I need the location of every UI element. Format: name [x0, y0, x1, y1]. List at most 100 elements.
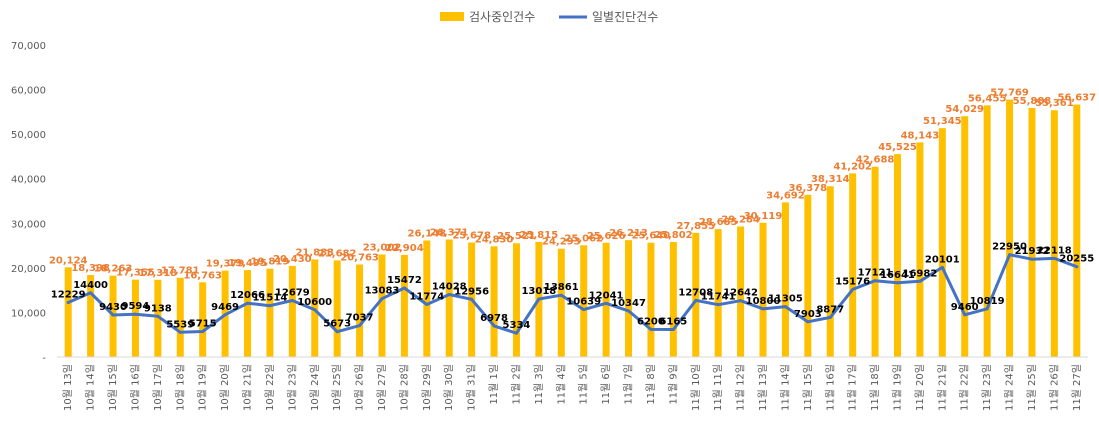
x-tick-label: 11월 12일 [735, 364, 747, 411]
bar-value-label: 26,148 [408, 228, 447, 239]
y-axis: - 10,000 20,000 30,000 40,000 50,000 60,000 70,… [11, 41, 46, 364]
line-point [111, 313, 115, 317]
line-point [783, 305, 787, 309]
line-value-label: 9430 [99, 302, 127, 313]
x-tick-label: 11월 3일 [533, 364, 545, 405]
bar-value-label: 30,119 [744, 211, 783, 222]
bar [625, 240, 633, 357]
bar [1006, 99, 1014, 357]
bar-value-label: 38,314 [811, 174, 850, 185]
x-tick-label: 11월 19일 [891, 364, 903, 411]
line-point [694, 298, 698, 302]
bar-value-label: 25,640 [632, 231, 671, 242]
line-value-label: 12066 [230, 290, 265, 301]
line-point [1030, 257, 1034, 261]
bar-value-label: 21,883 [295, 247, 334, 258]
line-value-label: 10819 [970, 296, 1005, 307]
bar-value-label: 56,455 [968, 93, 1007, 104]
x-tick-label: 11월 25일 [1026, 364, 1038, 411]
line-value-label: 13083 [365, 286, 400, 297]
bar-series [64, 99, 1081, 358]
line-point [716, 303, 720, 307]
y-tick-label: 50,000 [11, 130, 46, 141]
line-point [1052, 256, 1056, 260]
bar-value-label: 20,430 [273, 254, 312, 265]
line-value-label: 10800 [746, 296, 781, 307]
bar [781, 202, 789, 357]
x-tick-label: 11월 23일 [981, 364, 993, 411]
x-tick-label: 11월 14일 [779, 364, 791, 411]
line-point [1075, 265, 1079, 269]
bar-value-label: 26,213 [609, 228, 648, 239]
bar-value-label: 17,781 [161, 266, 200, 277]
y-tick-label: 60,000 [11, 86, 46, 97]
line-point [582, 308, 586, 312]
line-point [895, 281, 899, 285]
bar-value-label: 18,398 [71, 263, 110, 274]
line-point [178, 330, 182, 334]
x-axis: 10월 13일 10월 14일 10월 15일 10월 16일 10월 17일 10월 1… [57, 356, 1088, 411]
x-tick-label: 11월 1일 [488, 364, 500, 405]
line-value-label: 12679 [275, 287, 310, 298]
line-value-label: 12642 [723, 288, 758, 299]
bar [871, 166, 879, 357]
bar-value-label: 25,062 [564, 233, 603, 244]
x-tick-label: 10월 29일 [421, 364, 433, 411]
line-value-label: 12708 [678, 287, 713, 298]
line-value-label: 7903 [794, 309, 822, 320]
bar [557, 248, 565, 357]
bar [849, 173, 857, 357]
bar [154, 279, 162, 357]
x-tick-label: 10월 14일 [85, 364, 97, 411]
line-value-label: 9460 [951, 302, 979, 313]
line-series [66, 253, 1079, 335]
line-value-label: 13018 [521, 286, 556, 297]
line-value-label: 12229 [51, 289, 86, 300]
bar-value-label: 17,318 [139, 268, 178, 279]
x-tick-label: 11월 13일 [757, 364, 769, 411]
y-tick-label: 20,000 [11, 264, 46, 275]
bar-value-label: 41,202 [833, 161, 872, 172]
bar [1073, 104, 1081, 358]
line-value-label: 22118 [1037, 245, 1072, 256]
x-tick-label: 11월 4일 [555, 364, 567, 405]
bar-value-label: 48,143 [901, 130, 940, 141]
bar [176, 277, 184, 357]
line-value-label: 9138 [144, 303, 172, 314]
line-point [402, 286, 406, 290]
bar [87, 274, 95, 357]
bar [445, 239, 453, 357]
bar [244, 270, 252, 357]
line-point [985, 307, 989, 311]
line-value-label: 11514 [253, 293, 288, 304]
x-tick-label: 10월 26일 [354, 364, 366, 411]
line-value-label: 11774 [409, 292, 444, 303]
bar-value-label: 45,525 [878, 142, 917, 153]
x-tick-label: 10월 20일 [219, 364, 231, 411]
bar [356, 264, 364, 357]
line-point [156, 314, 160, 318]
line-value-label: 5334 [503, 320, 531, 331]
line-point [739, 299, 743, 303]
line-value-label: 11305 [768, 294, 803, 305]
bar-value-label: 19,379 [206, 259, 245, 270]
line-point [425, 303, 429, 307]
bar-value-label: 54,029 [945, 104, 984, 115]
line-value-label: 15176 [835, 276, 870, 287]
line-point [492, 324, 496, 328]
x-tick-label: 10월 15일 [107, 364, 119, 411]
y-tick-label: - [42, 353, 46, 364]
x-tick-label: 10월 17일 [152, 364, 164, 411]
bar-value-label: 28,685 [699, 217, 738, 228]
bar-value-label: 20,124 [49, 255, 88, 266]
line-point [447, 292, 451, 296]
bar [647, 242, 655, 357]
bar-value-label: 55,888 [1013, 96, 1052, 107]
line-point [470, 297, 474, 301]
bar-value-label: 42,688 [856, 155, 895, 166]
x-tick-label: 10월 24일 [309, 364, 321, 411]
line-value-label: 5715 [189, 319, 217, 330]
bar-value-label: 16,763 [183, 270, 222, 281]
line-value-label: 22950 [992, 242, 1027, 253]
bar [378, 254, 386, 357]
